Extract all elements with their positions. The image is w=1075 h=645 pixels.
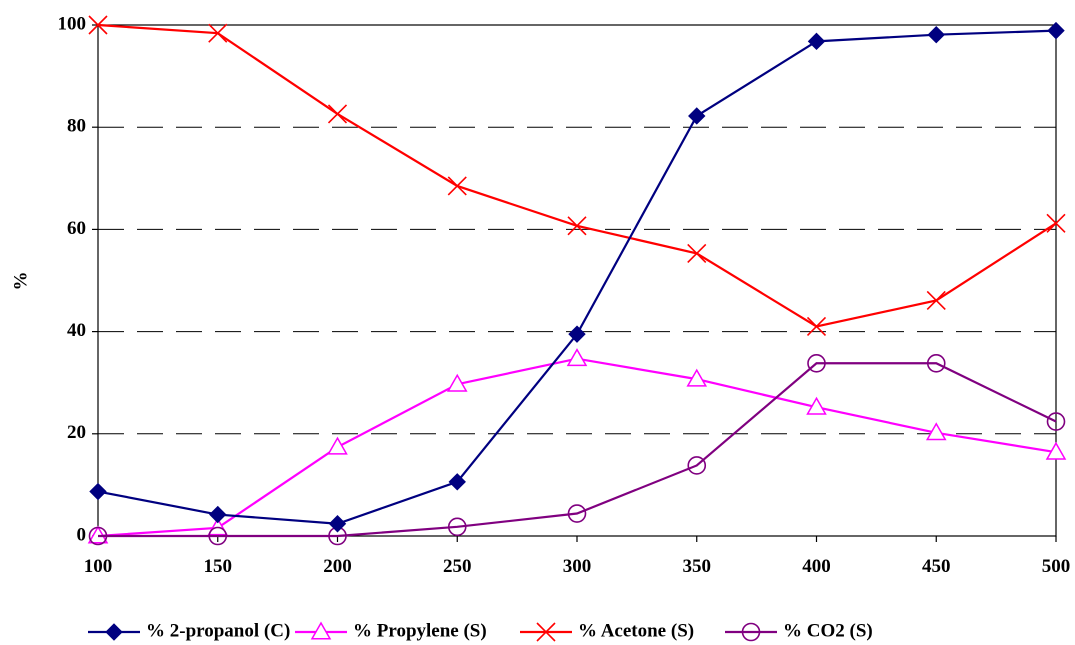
y-tick-label: 80 (67, 116, 86, 137)
data-point (447, 176, 467, 196)
legend-item: % Propylene (S) (295, 620, 487, 641)
x-tick-label: 100 (84, 556, 113, 577)
data-point (87, 525, 109, 544)
y-tick-label: 60 (67, 218, 86, 239)
y-axis-ticks: 0 20 40 60 80 100 (58, 13, 98, 545)
y-tick-label: 40 (67, 320, 86, 341)
data-point (88, 526, 108, 546)
legend-marker (536, 622, 556, 642)
x-tick-label: 150 (204, 556, 233, 577)
y-tick-label: 20 (67, 422, 86, 443)
gridlines (98, 126, 1056, 435)
x-tick-label: 300 (563, 556, 592, 577)
series-line (98, 362, 1057, 538)
data-point (806, 316, 827, 337)
x-tick-label: 250 (443, 556, 472, 577)
data-point (328, 515, 347, 533)
data-point (208, 526, 228, 546)
y-tick-label: 100 (58, 13, 87, 34)
series-line (97, 23, 1057, 328)
data-point (926, 353, 946, 373)
series-line (97, 357, 1057, 538)
legend-label: % CO2 (S) (783, 620, 873, 641)
data-point (567, 216, 587, 236)
plot-frame (97, 24, 1057, 537)
y-axis-label: % (10, 272, 31, 291)
data-point (327, 104, 348, 124)
legend-item: % 2-propanol (C) (88, 620, 290, 641)
legend-item: % Acetone (S) (520, 620, 694, 642)
data-point (686, 368, 708, 387)
data-point (327, 436, 348, 455)
x-tick-label: 350 (683, 556, 712, 577)
data-point (807, 32, 826, 51)
series-group (87, 15, 1067, 546)
data-point (209, 505, 227, 524)
data-point (88, 15, 108, 35)
data-point (688, 107, 706, 125)
data-point (1046, 213, 1066, 233)
series-3 (88, 353, 1066, 546)
data-point (807, 353, 826, 373)
data-point (446, 373, 468, 392)
data-point (806, 396, 827, 415)
x-tick-label: 200 (323, 556, 352, 577)
x-axis-ticks: 100 150 200 250 300 350 400 450 500 (84, 536, 1071, 577)
x-tick-label: 400 (802, 556, 831, 577)
data-point (927, 26, 945, 44)
data-point (926, 290, 946, 310)
legend-label: % Propylene (S) (353, 620, 487, 641)
data-point (89, 482, 107, 501)
data-point (208, 23, 228, 43)
y-tick-label: 0 (77, 524, 87, 545)
data-point (207, 517, 229, 536)
data-point (1046, 412, 1066, 431)
legend-marker (741, 622, 761, 642)
series-1 (87, 348, 1067, 544)
legend-label: % 2-propanol (C) (146, 620, 290, 641)
data-point (687, 456, 707, 475)
data-point (1045, 441, 1067, 460)
data-point (925, 422, 947, 441)
x-tick-label: 450 (922, 556, 951, 577)
legend-label: % Acetone (S) (578, 620, 694, 641)
data-point (447, 517, 467, 537)
x-tick-label: 500 (1042, 556, 1071, 577)
legend: % 2-propanol (C) % Propylene (S) % Acetone… (88, 620, 873, 642)
data-point (568, 325, 586, 343)
data-point (566, 348, 588, 367)
data-point (567, 504, 587, 523)
series-2 (88, 15, 1066, 337)
legend-marker (310, 621, 332, 640)
data-point (448, 473, 466, 491)
series-line (97, 29, 1057, 525)
legend-item: % CO2 (S) (725, 620, 873, 641)
series-0 (89, 21, 1065, 533)
data-point (687, 243, 707, 263)
legend-marker (105, 623, 123, 641)
data-point (1047, 21, 1065, 40)
